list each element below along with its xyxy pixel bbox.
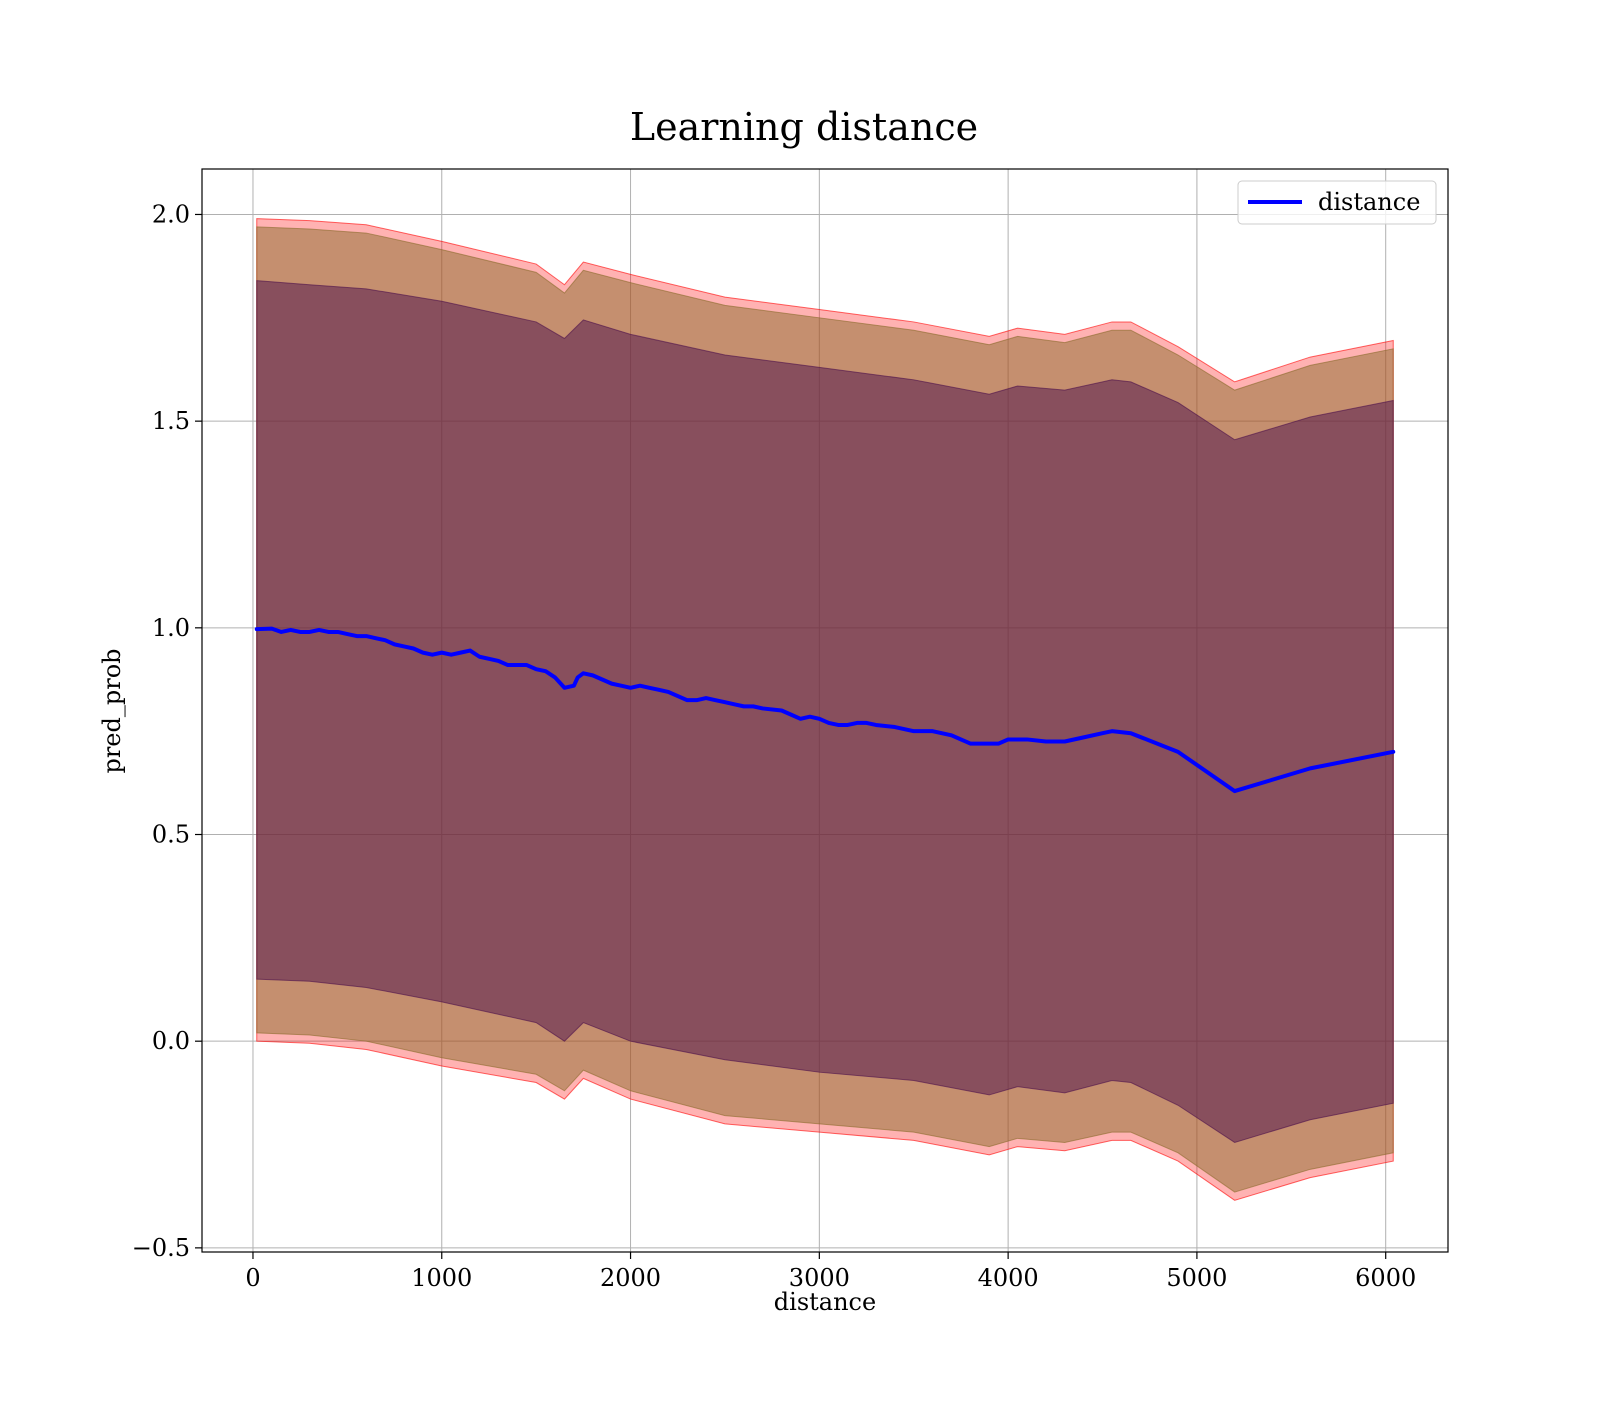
y-tick-label: −0.5 xyxy=(132,1234,190,1262)
y-tick-label: 0.0 xyxy=(152,1027,190,1055)
x-tick-label: 5000 xyxy=(1166,1264,1227,1292)
confidence-bands xyxy=(256,218,1394,1201)
y-tick-label: 2.0 xyxy=(152,200,190,228)
x-tick-label: 0 xyxy=(245,1264,260,1292)
x-tick-label: 4000 xyxy=(978,1264,1039,1292)
legend: distance xyxy=(1237,180,1437,225)
y-tick-label: 1.0 xyxy=(152,614,190,642)
x-tick-label: 3000 xyxy=(789,1264,850,1292)
series-lines xyxy=(254,626,1396,794)
legend-box xyxy=(1237,180,1437,225)
legend-label-distance: distance xyxy=(1318,188,1420,216)
axis-ticks: 0 1000 2000 3000 4000 5000 6000 −0.5 0.0 0.5 1.0 1.… xyxy=(132,200,1417,1292)
band-inner xyxy=(256,280,1394,1144)
plot-frame xyxy=(201,168,1449,1253)
x-tick-label: 2000 xyxy=(600,1264,661,1292)
y-tick-label: 0.5 xyxy=(152,821,190,849)
x-axis-label: distance xyxy=(774,1288,876,1316)
y-axis-label: pred_prob xyxy=(98,648,126,773)
x-tick-label: 6000 xyxy=(1355,1264,1416,1292)
series-line-distance xyxy=(254,626,1396,794)
x-tick-label: 1000 xyxy=(411,1264,472,1292)
y-tick-label: 1.5 xyxy=(152,407,190,435)
chart-title: Learning distance xyxy=(630,105,978,149)
